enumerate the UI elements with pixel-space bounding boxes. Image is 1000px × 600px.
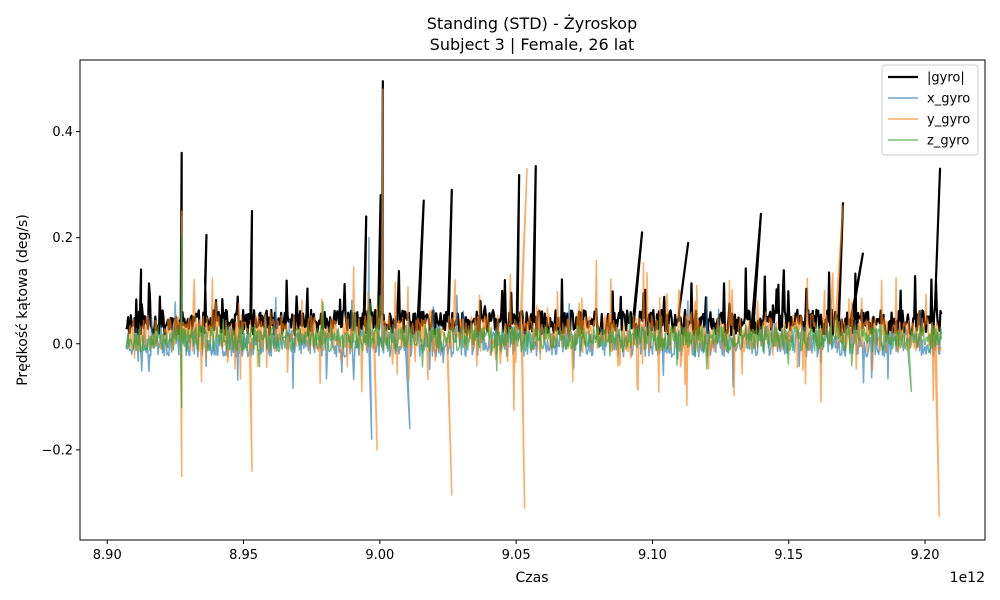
x-tick-label: 8.95 [229,548,258,563]
series-line-y_gyro [125,88,943,517]
x-tick-label: 9.00 [365,548,394,563]
plot-lines [125,80,943,517]
x-tick-label: 9.20 [911,548,940,563]
legend-label: z_gyro [927,134,969,149]
x-tick-label: 8.90 [93,548,122,563]
y-axis-label: Prędkość kątowa (deg/s) [15,214,31,386]
chart-subtitle: Subject 3 | Female, 26 lat [430,35,635,54]
x-tick-label: 9.10 [638,548,667,563]
y-tick-label: 0.0 [52,337,73,352]
chart-title: Standing (STD) - Żyroskop [427,14,637,33]
x-axis-offset-label: 1e12 [950,570,985,586]
series-line-gyro [125,80,943,337]
x-tick-label: 9.15 [774,548,803,563]
y-tick-label: 0.4 [52,125,73,140]
x-axis-label: Czas [516,570,549,586]
y-tick-label: 0.2 [52,231,73,246]
legend-label: |gyro| [927,71,965,86]
legend-box [881,64,979,156]
y-tick-label: −0.2 [41,443,73,458]
plot-frame [79,59,986,541]
legend-label: y_gyro [927,113,970,128]
series-line-z_gyro [125,234,943,409]
legend: |gyro| x_gyro y_gyro z_gyro [881,64,979,156]
x-tick-label: 9.05 [502,548,531,563]
legend-label: x_gyro [927,92,970,107]
x-axis-ticks: 8.90 8.95 9.00 9.05 9.10 9.15 9.20 [93,540,940,563]
y-axis-ticks: −0.2 0.0 0.2 0.4 [41,125,80,458]
